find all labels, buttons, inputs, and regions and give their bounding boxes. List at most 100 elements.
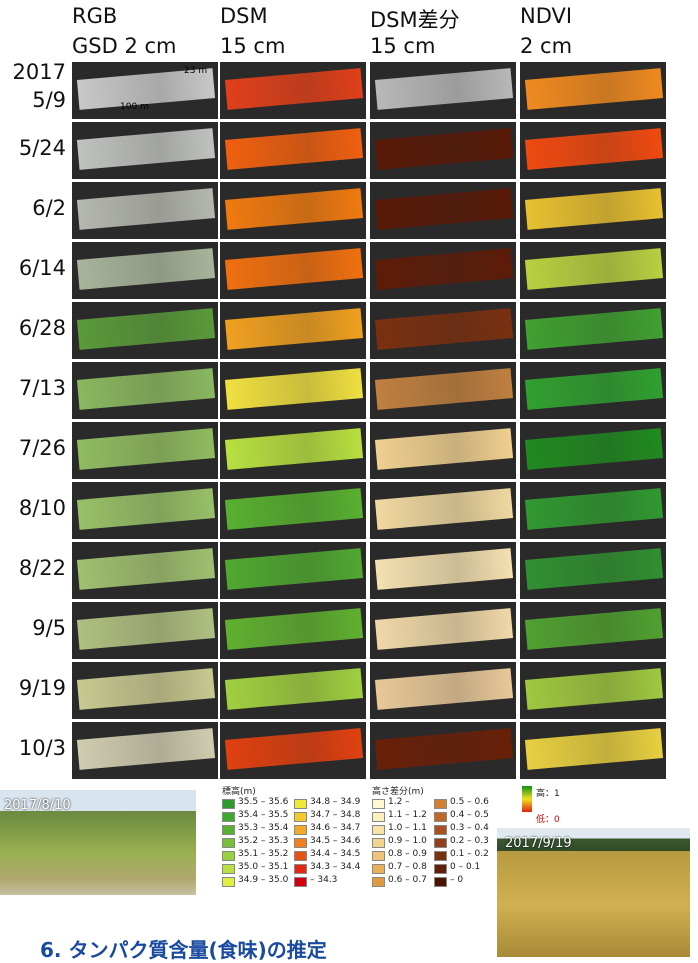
legend-label: – 34.3 (310, 875, 337, 885)
image-cell (220, 242, 366, 299)
scale-length: 100 m (120, 102, 149, 112)
legend-swatch (434, 812, 447, 822)
date-label: 5/24 (0, 136, 66, 160)
image-cell (520, 302, 666, 359)
legend-label: 1.0 – 1.1 (388, 823, 427, 833)
image-cell (520, 722, 666, 779)
date-label: 8/22 (0, 556, 66, 580)
image-cell (520, 62, 666, 119)
image-cell (370, 602, 516, 659)
field-plot (525, 368, 663, 410)
image-cell (220, 542, 366, 599)
field-plot (77, 428, 215, 470)
image-cell (72, 182, 218, 239)
legend-label: 0.7 – 0.8 (388, 862, 427, 872)
legend-swatch (294, 825, 307, 835)
field-plot (375, 308, 513, 350)
image-cell (520, 122, 666, 179)
legend-label: 0.5 – 0.6 (450, 797, 489, 807)
legend-swatch (222, 851, 235, 861)
image-cell (72, 122, 218, 179)
legend-label: 34.3 – 34.4 (310, 862, 360, 872)
image-cell (72, 722, 218, 779)
date-label: 7/26 (0, 436, 66, 460)
legend-label: 34.4 – 34.5 (310, 849, 360, 859)
field-plot (77, 308, 215, 350)
field-plot (77, 608, 215, 650)
image-cell (72, 602, 218, 659)
legend-label: 0.3 – 0.4 (450, 823, 489, 833)
image-cell (72, 242, 218, 299)
image-cell (370, 362, 516, 419)
image-cell (370, 182, 516, 239)
date-label: 6/2 (0, 196, 66, 220)
legend-label: 0.8 – 0.9 (388, 849, 427, 859)
legend-label: 34.5 – 34.6 (310, 836, 360, 846)
column-header: DSM (220, 4, 268, 28)
image-cell (72, 482, 218, 539)
image-cell (370, 122, 516, 179)
field-plot (77, 548, 215, 590)
field-plot (375, 608, 513, 650)
field-plot (77, 248, 215, 290)
legend-swatch (222, 799, 235, 809)
legend-label: 35.2 – 35.3 (238, 836, 288, 846)
field-plot (77, 188, 215, 230)
field-photo: 2017/9/19 (497, 828, 690, 957)
image-cell (370, 302, 516, 359)
image-cell (220, 722, 366, 779)
section-heading: 6. タンパク質含量(食味)の推定 (40, 934, 327, 963)
image-cell (220, 602, 366, 659)
legend-swatch (372, 851, 385, 861)
legend-swatch (294, 838, 307, 848)
legend-label: 34.7 – 34.8 (310, 810, 360, 820)
legend-label: 0.9 – 1.0 (388, 836, 427, 846)
image-cell (520, 482, 666, 539)
image-cell (520, 422, 666, 479)
date-label: 5/9 (0, 88, 66, 112)
field-plot (77, 368, 215, 410)
column-resolution: 15 cm (220, 34, 285, 58)
legend-label: 34.9 – 35.0 (238, 875, 288, 885)
legend-swatch (372, 799, 385, 809)
field-plot (77, 128, 215, 170)
legend-label: 35.1 – 35.2 (238, 849, 288, 859)
field-plot (525, 488, 663, 530)
legend-swatch (222, 864, 235, 874)
field-plot (375, 248, 513, 290)
legend-label: 0.4 – 0.5 (450, 810, 489, 820)
field-plot (525, 128, 663, 170)
legend-swatch (434, 825, 447, 835)
legend-swatch (294, 812, 307, 822)
field-plot (225, 68, 363, 110)
image-cell (520, 182, 666, 239)
legend-label: 34.8 – 34.9 (310, 797, 360, 807)
column-header: RGB (72, 4, 117, 28)
field-plot (375, 368, 513, 410)
date-label: 7/13 (0, 376, 66, 400)
image-cell (520, 242, 666, 299)
field-plot (225, 248, 363, 290)
column-header: DSM差分 (370, 4, 460, 34)
date-label: 6/28 (0, 316, 66, 340)
date-label: 8/10 (0, 496, 66, 520)
field-plot (225, 548, 363, 590)
field-plot (77, 728, 215, 770)
legend-label: 34.6 – 34.7 (310, 823, 360, 833)
legend-swatch (372, 838, 385, 848)
image-cell (72, 422, 218, 479)
ndvi-high: 高：1 (536, 786, 560, 799)
ndvi-low: 低：0 (536, 812, 560, 825)
legend-swatch (294, 851, 307, 861)
legend-swatch (294, 799, 307, 809)
image-cell (72, 542, 218, 599)
image-cell (220, 122, 366, 179)
field-plot (525, 308, 663, 350)
image-cell (520, 602, 666, 659)
image-cell (220, 302, 366, 359)
year-label: 2017 (0, 60, 66, 84)
legend-label: 35.5 – 35.6 (238, 797, 288, 807)
legend-label: 35.0 – 35.1 (238, 862, 288, 872)
date-label: 9/19 (0, 676, 66, 700)
field-plot (375, 488, 513, 530)
